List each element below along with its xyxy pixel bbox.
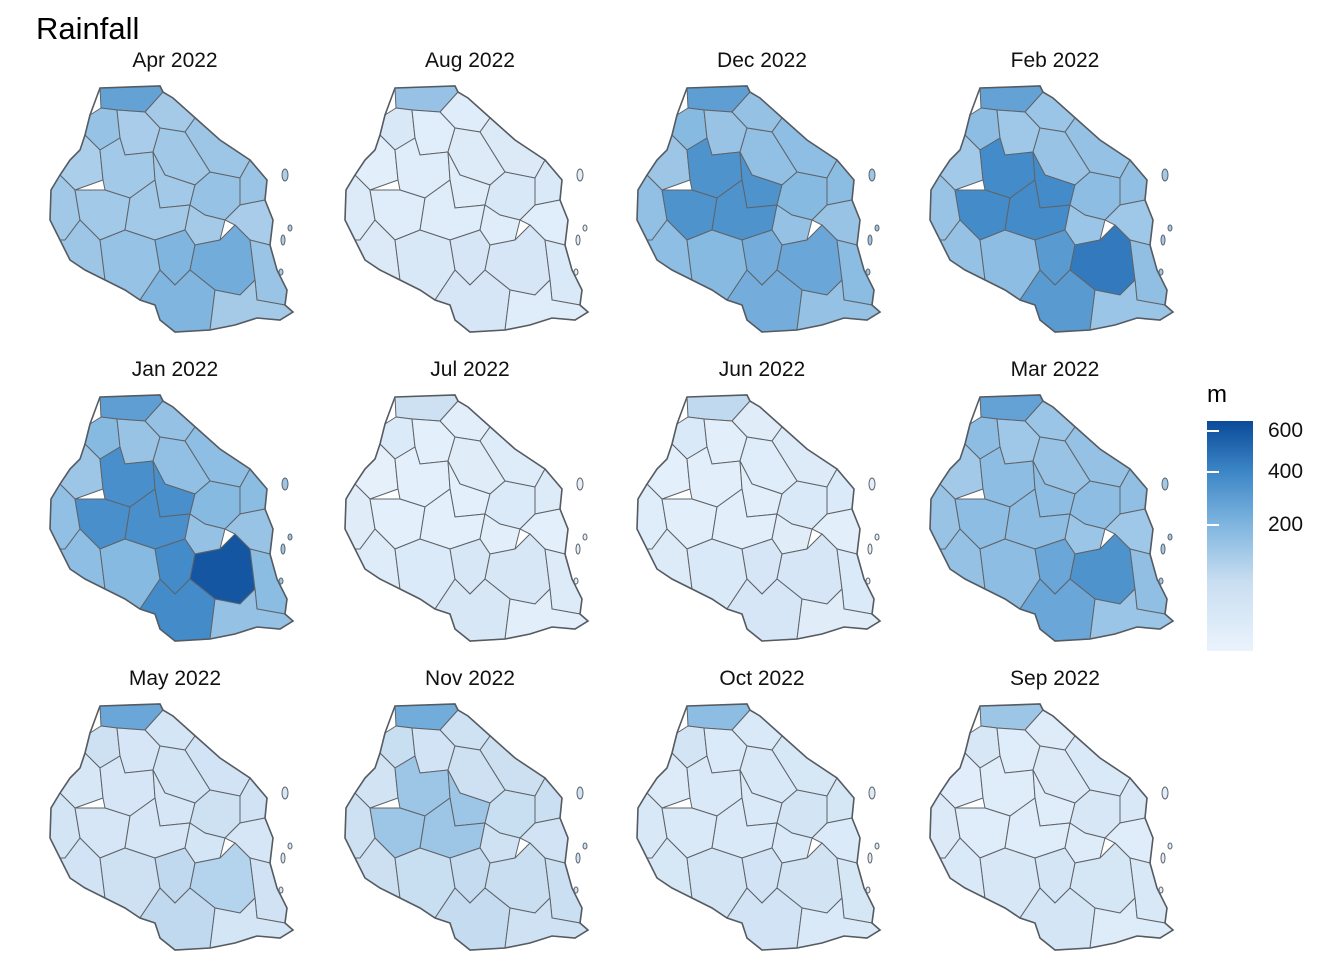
island (874, 224, 880, 232)
country-outline (636, 703, 882, 951)
island (1167, 842, 1173, 850)
map-panel-jun-2022 (636, 394, 882, 642)
country-outline (49, 703, 295, 951)
island (575, 234, 581, 246)
island (1160, 234, 1166, 246)
panel-label: Mar 2022 (1010, 358, 1100, 381)
island (1167, 533, 1173, 541)
island (582, 533, 588, 541)
panel-label: Oct 2022 (719, 667, 805, 690)
country-outline (344, 703, 590, 951)
island (582, 224, 588, 232)
country-outline (344, 394, 590, 642)
panel-label: Dec 2022 (717, 49, 807, 72)
legend-title: m (1207, 381, 1227, 408)
island (1161, 477, 1169, 491)
map-panel-sep-2022 (929, 703, 1175, 951)
panel-label: Aug 2022 (425, 49, 515, 72)
panel-label: Jul 2022 (430, 358, 510, 381)
country-outline (929, 85, 1175, 333)
map-panel-aug-2022 (344, 85, 590, 333)
map-panel-nov-2022 (344, 703, 590, 951)
island (1161, 786, 1169, 800)
island (287, 842, 293, 850)
country-outline (344, 85, 590, 333)
chart-title: Rainfall (36, 11, 140, 46)
map-panel-jan-2022 (49, 394, 295, 642)
island (1158, 886, 1164, 894)
map-panel-mar-2022 (929, 394, 1175, 642)
island (281, 477, 289, 491)
island (576, 477, 584, 491)
island (1167, 224, 1173, 232)
island (1161, 168, 1169, 182)
panel-label: Sep 2022 (1010, 667, 1100, 690)
island (874, 533, 880, 541)
island (865, 577, 871, 585)
legend-tick-200 (1253, 524, 1265, 526)
island (867, 543, 873, 555)
country-outline (636, 85, 882, 333)
panel-label: Nov 2022 (425, 667, 515, 690)
legend-tick-400 (1253, 471, 1265, 473)
island (868, 477, 876, 491)
island (281, 168, 289, 182)
island (280, 852, 286, 864)
island (287, 533, 293, 541)
island (280, 543, 286, 555)
map-panel-apr-2022 (49, 85, 295, 333)
country-outline (49, 85, 295, 333)
island (874, 842, 880, 850)
panel-label: May 2022 (128, 667, 222, 690)
legend-tick-600-left (1207, 430, 1219, 432)
island (1158, 268, 1164, 276)
island (278, 268, 284, 276)
island (573, 268, 579, 276)
island (576, 168, 584, 182)
legend-label-200: 200 (1268, 513, 1304, 536)
panel-label: Feb 2022 (1010, 49, 1100, 72)
legend-colorbar (1207, 421, 1253, 651)
island (573, 577, 579, 585)
island (865, 886, 871, 894)
panel-label: Jun 2022 (718, 358, 806, 381)
map-panel-oct-2022 (636, 703, 882, 951)
island (287, 224, 293, 232)
island (280, 234, 286, 246)
map-panel-dec-2022 (636, 85, 882, 333)
island (867, 234, 873, 246)
legend-tick-600 (1253, 430, 1265, 432)
island (281, 786, 289, 800)
legend-tick-200-left (1207, 524, 1219, 526)
island (1160, 852, 1166, 864)
island (1158, 577, 1164, 585)
island (868, 168, 876, 182)
legend-tick-400-left (1207, 471, 1219, 473)
country-outline (49, 394, 295, 642)
island (278, 886, 284, 894)
island (575, 543, 581, 555)
island (582, 842, 588, 850)
map-panel-may-2022 (49, 703, 295, 951)
island (868, 786, 876, 800)
legend-label-400: 400 (1268, 460, 1304, 483)
legend-label-600: 600 (1268, 419, 1304, 442)
island (278, 577, 284, 585)
map-panel-feb-2022 (929, 85, 1175, 333)
map-panel-jul-2022 (344, 394, 590, 642)
country-outline (929, 703, 1175, 951)
panel-label: Jan 2022 (131, 358, 219, 381)
island (573, 886, 579, 894)
country-outline (929, 394, 1175, 642)
island (576, 786, 584, 800)
island (575, 852, 581, 864)
panel-label: Apr 2022 (132, 49, 218, 72)
island (867, 852, 873, 864)
country-outline (636, 394, 882, 642)
island (1160, 543, 1166, 555)
island (865, 268, 871, 276)
